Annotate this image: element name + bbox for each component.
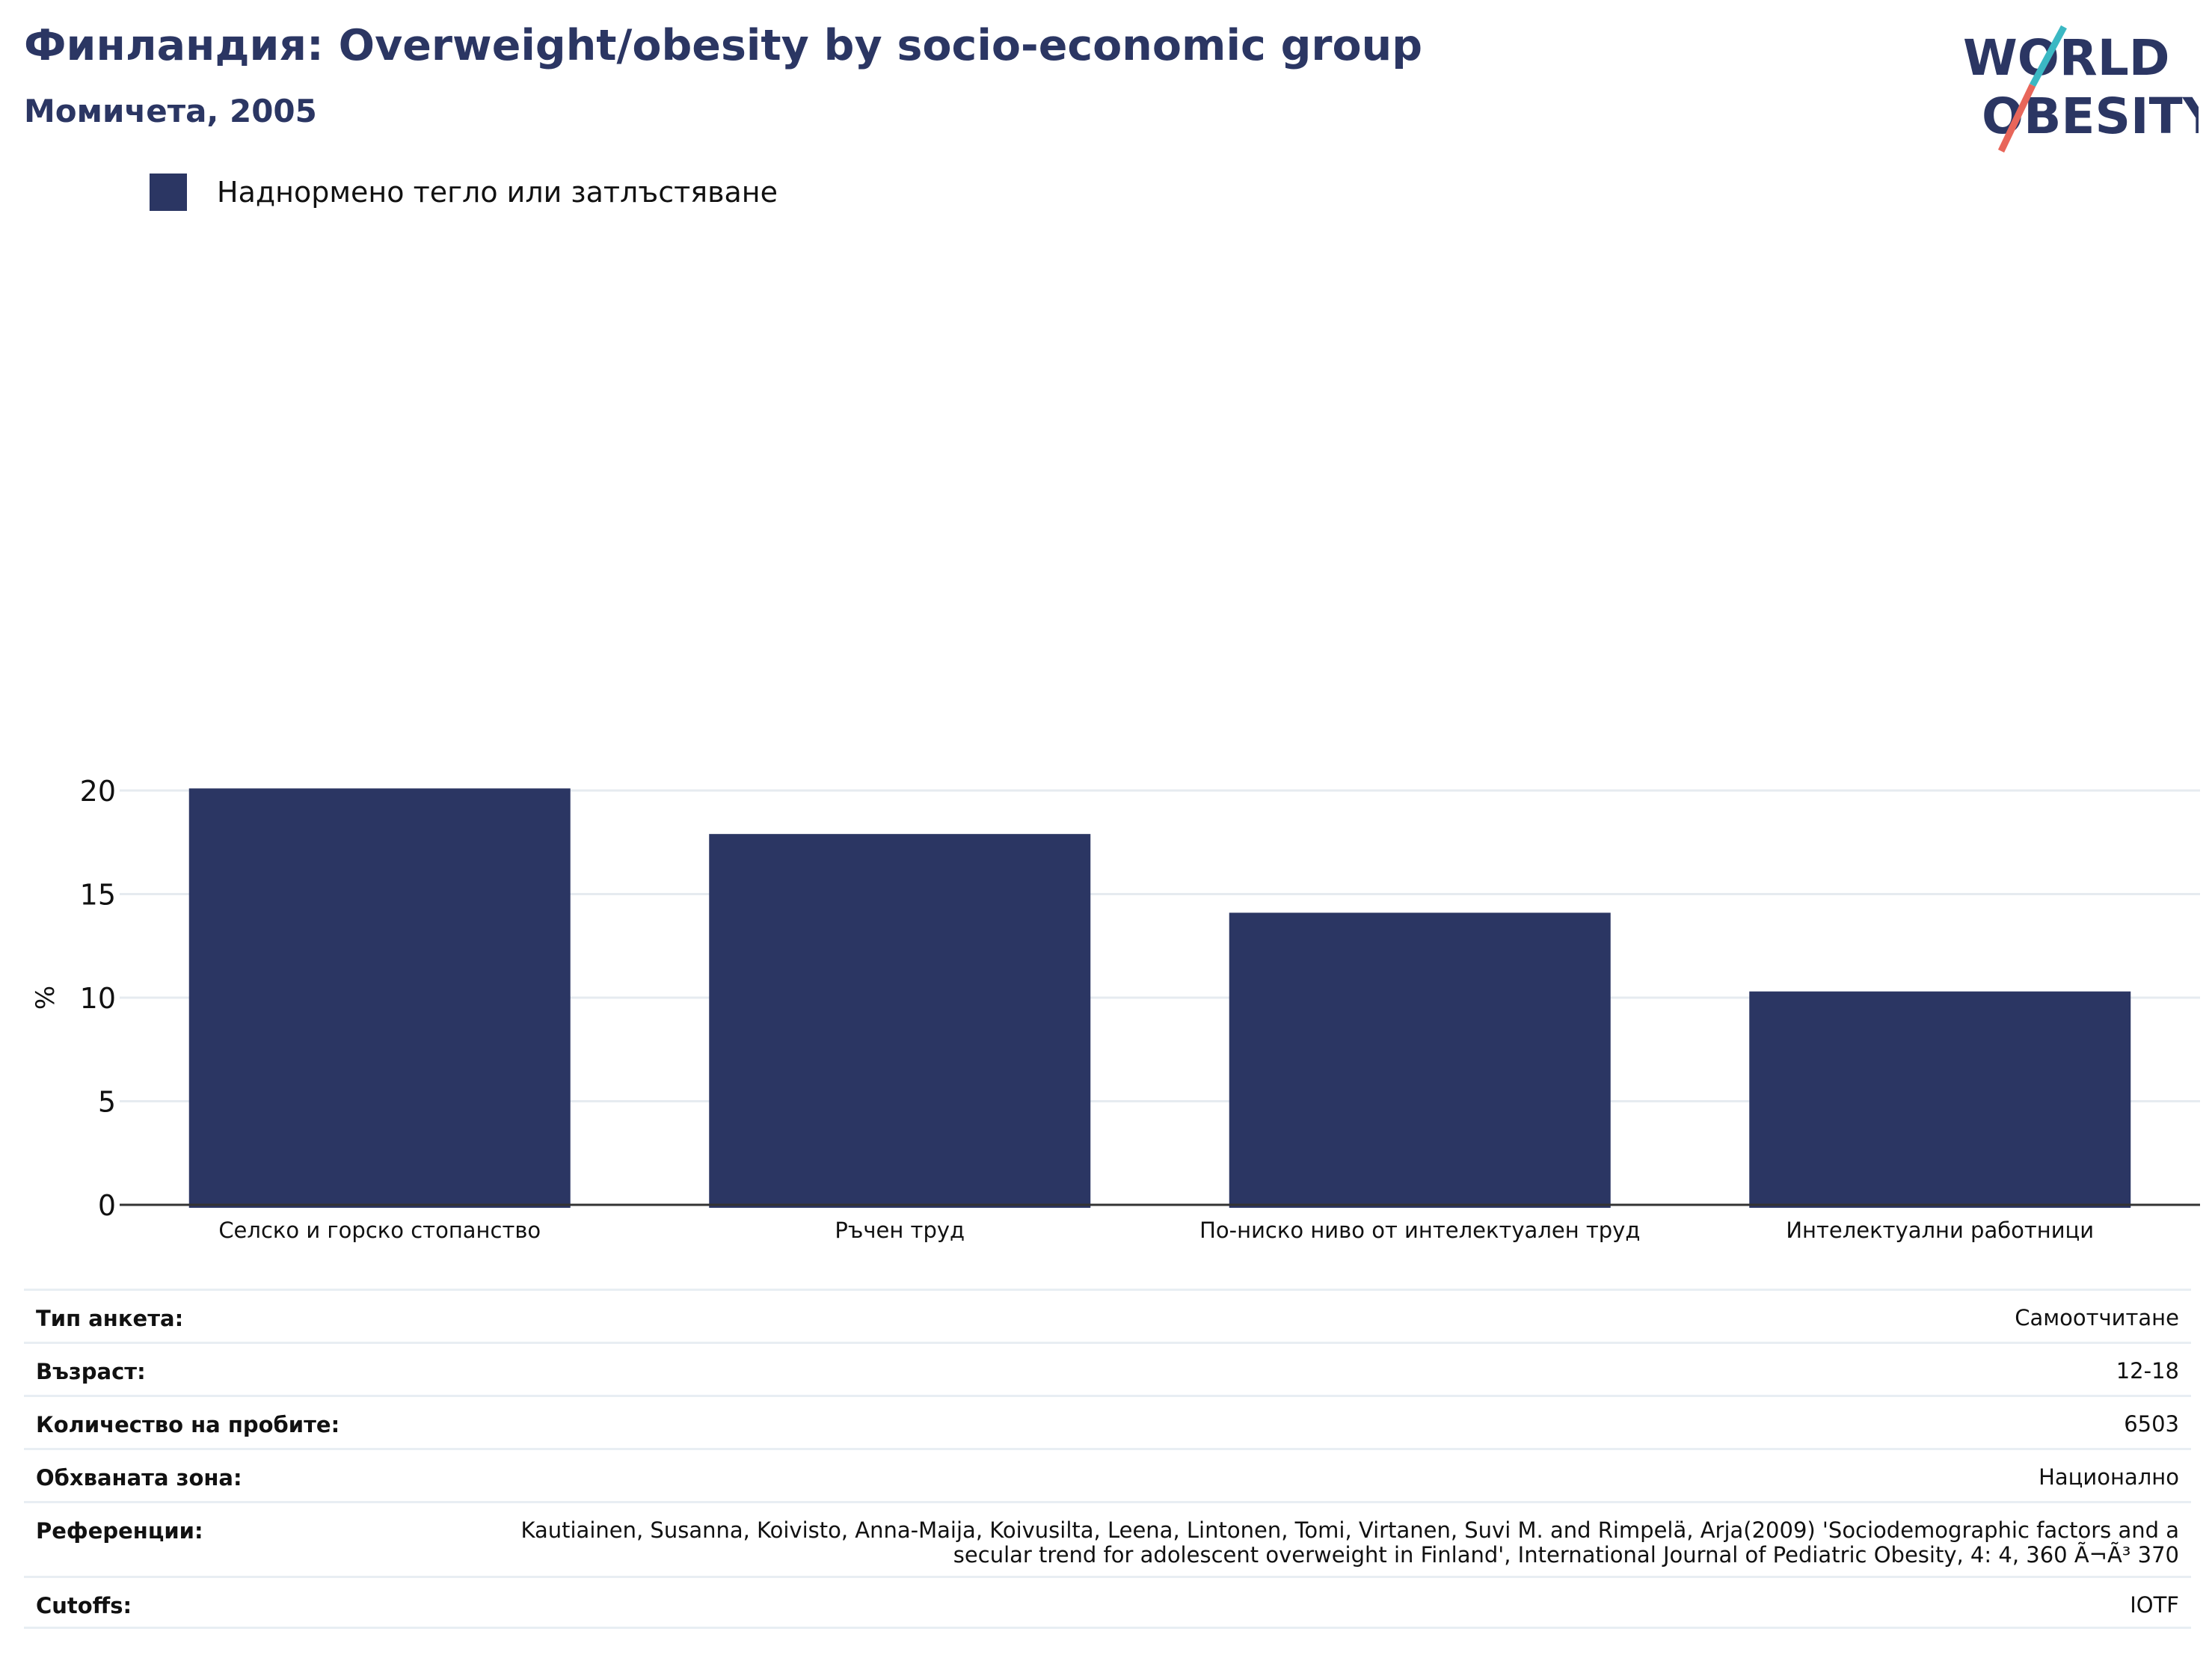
legend-swatch <box>150 174 187 211</box>
bar <box>188 788 571 1208</box>
bar-chart: 0 5 10 15 20% Селско и горско стопанство Ръчен… <box>31 775 2200 1243</box>
chart-title: Финландия: Overweight/obesity by socio-e… <box>24 21 1423 70</box>
legend: Наднормено тегло или затлъстяване <box>150 172 778 212</box>
x-tick-label: Интелектуални работници <box>1786 1218 2094 1243</box>
logo-slash-teal <box>2030 25 2067 88</box>
metadata-table: Тип анкета: Самоотчитане Възраст: 12-18 … <box>24 1289 2191 1629</box>
meta-row-area: Обхваната зона: Национално <box>24 1448 2191 1501</box>
logo-line1: WORLD <box>1963 29 2170 87</box>
y-axis-title: % <box>31 986 61 1010</box>
y-tick-label: 0 <box>98 1189 116 1222</box>
legend-label: Наднормено тегло или затлъстяване <box>217 176 778 209</box>
y-tick-label: 10 <box>80 982 116 1015</box>
meta-key: Възраст: <box>36 1359 146 1384</box>
y-tick-label: 20 <box>80 775 116 808</box>
meta-value: 6503 <box>2124 1411 2179 1437</box>
x-tick-label: Ръчен труд <box>835 1218 965 1243</box>
meta-value: Национално <box>2039 1464 2179 1490</box>
x-tick-label: По-ниско ниво от интелектуален труд <box>1199 1218 1640 1243</box>
meta-key: Референции: <box>36 1518 203 1544</box>
meta-key: Cutoffs: <box>36 1593 132 1618</box>
meta-key: Обхваната зона: <box>36 1465 242 1491</box>
meta-value: Самоотчитане <box>2015 1305 2179 1330</box>
meta-row-references: Референции: Kautiainen, Susanna, Koivist… <box>24 1501 2191 1576</box>
meta-key: Количество на пробите: <box>36 1412 340 1437</box>
meta-row-sample-size: Количество на пробите: 6503 <box>24 1395 2191 1448</box>
chart-subtitle: Момичета, 2005 <box>24 93 317 129</box>
meta-value: 12-18 <box>2116 1358 2179 1384</box>
meta-key: Тип анкета: <box>36 1306 184 1331</box>
x-tick-label: Селско и горско стопанство <box>218 1218 541 1243</box>
meta-value: IOTF <box>2130 1592 2179 1618</box>
meta-row-age: Възраст: 12-18 <box>24 1342 2191 1395</box>
meta-value: Kautiainen, Susanna, Koivisto, Anna-Maij… <box>520 1517 2179 1568</box>
bar <box>1229 912 1611 1208</box>
logo-slash-coral <box>1997 84 2036 153</box>
y-tick-label: 5 <box>98 1086 116 1119</box>
bar <box>1749 991 2131 1208</box>
meta-row-cutoffs: Cutoffs: IOTF <box>24 1576 2191 1629</box>
y-tick-label: 15 <box>80 879 116 912</box>
meta-row-survey-type: Тип анкета: Самоотчитане <box>24 1289 2191 1342</box>
world-obesity-logo: WORLD OBESITY <box>1963 25 2199 153</box>
bar <box>709 834 1091 1208</box>
